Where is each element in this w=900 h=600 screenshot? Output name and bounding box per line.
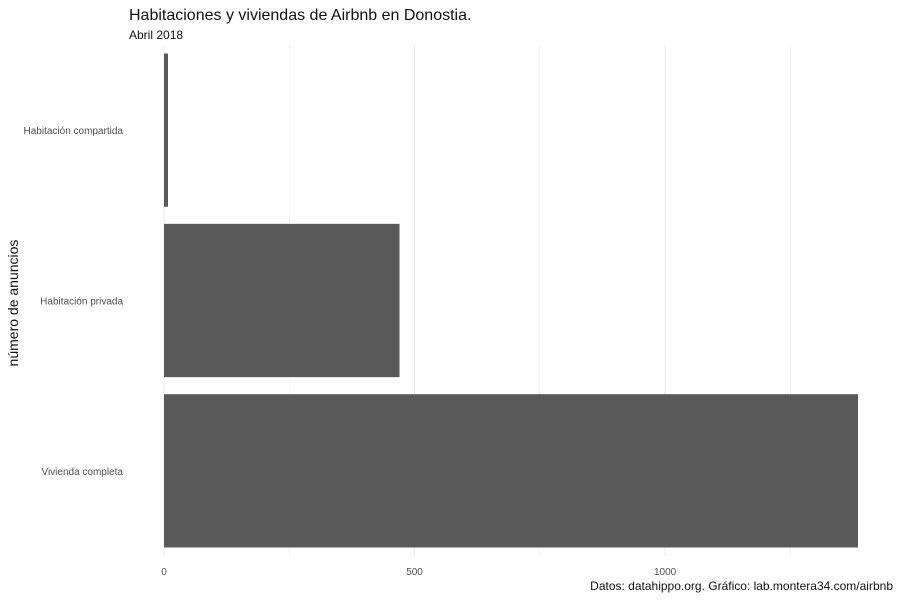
x-tick-labels: 0 500 1000 <box>161 567 676 578</box>
category-labels: Habitación compartida Habitación privada… <box>24 126 124 478</box>
x-tick-label-1000: 1000 <box>654 567 677 578</box>
bar-habitacion-privada <box>164 223 400 378</box>
bar-habitacion-compartida <box>164 53 169 207</box>
category-label-habitacion-compartida: Habitación compartida <box>24 126 124 137</box>
category-label-habitacion-privada: Habitación privada <box>40 297 123 308</box>
y-axis-title: número de anuncios <box>5 240 21 367</box>
bars <box>164 53 858 548</box>
x-tick-label-500: 500 <box>406 567 423 578</box>
bar-vivienda-completa <box>164 394 858 548</box>
chart-caption: Datos: datahippo.org. Gráfico: lab.monte… <box>590 579 893 593</box>
chart-subtitle: Abril 2018 <box>129 28 183 42</box>
x-tick-label-0: 0 <box>161 567 167 578</box>
chart-title: Habitaciones y viviendas de Airbnb en Do… <box>129 7 471 24</box>
category-label-vivienda-completa: Vivienda completa <box>41 467 123 478</box>
